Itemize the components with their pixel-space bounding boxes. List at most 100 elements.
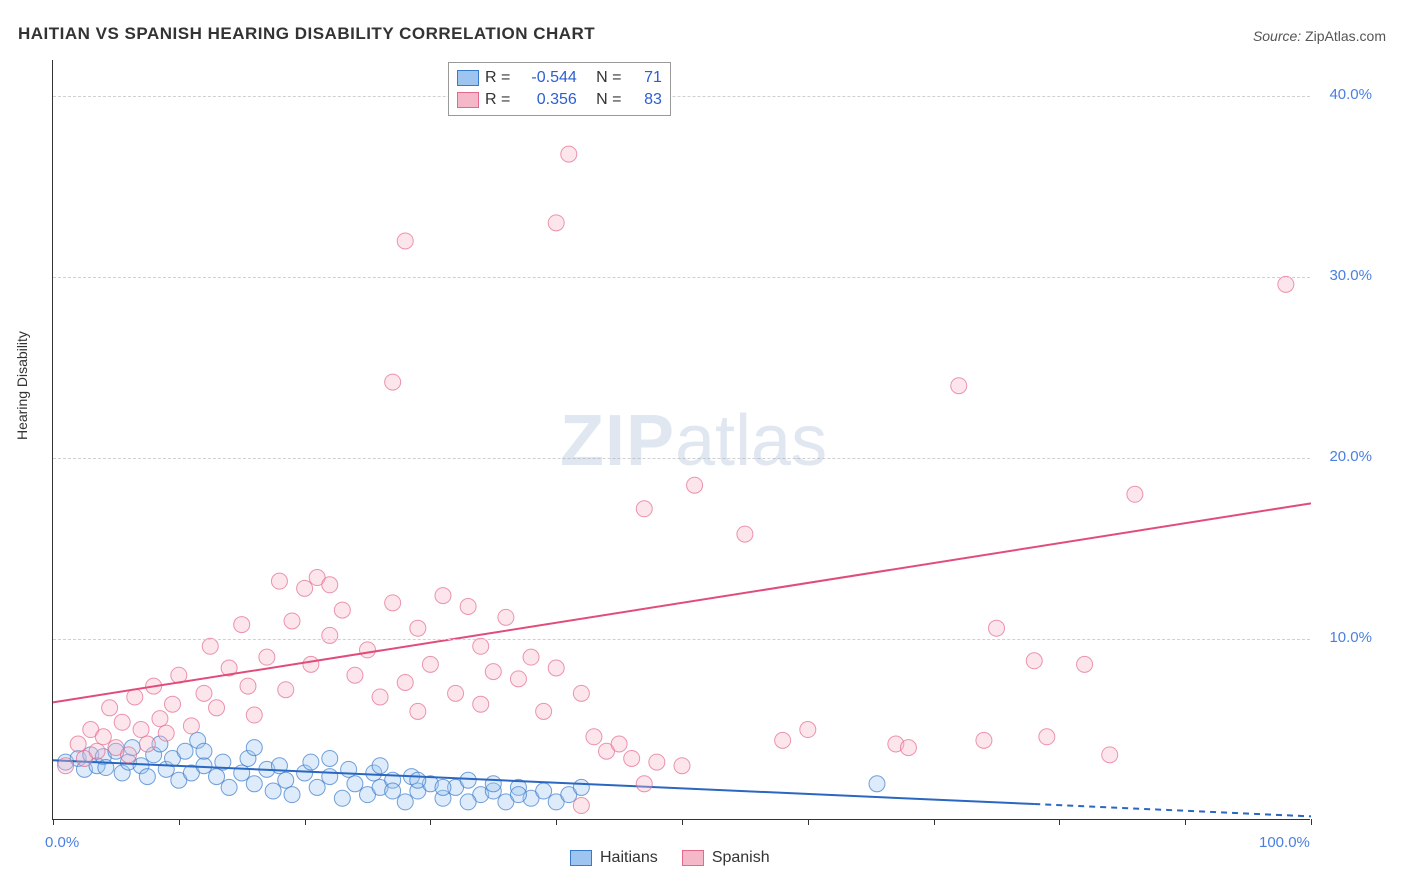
gridline <box>53 96 1310 97</box>
data-point <box>410 703 426 719</box>
r-label: R = <box>485 91 515 109</box>
data-point <box>303 754 319 770</box>
data-point <box>869 776 885 792</box>
data-point <box>372 689 388 705</box>
data-point <box>460 598 476 614</box>
data-point <box>586 729 602 745</box>
source-name: ZipAtlas.com <box>1305 28 1386 44</box>
data-point <box>278 772 294 788</box>
legend-swatch <box>682 850 704 866</box>
data-point <box>322 769 338 785</box>
data-point <box>246 740 262 756</box>
y-tick-label: 40.0% <box>1329 86 1372 103</box>
data-point <box>196 743 212 759</box>
data-point <box>372 758 388 774</box>
legend-item: Haitians <box>570 849 658 867</box>
data-point <box>114 714 130 730</box>
data-point <box>385 595 401 611</box>
data-point <box>649 754 665 770</box>
legend-swatch <box>457 92 479 108</box>
gridline <box>53 458 1310 459</box>
plot-area: 10.0%20.0%30.0%40.0%0.0%100.0% <box>52 60 1310 820</box>
data-point <box>58 758 74 774</box>
data-point <box>120 747 136 763</box>
data-point <box>322 750 338 766</box>
data-point <box>1026 653 1042 669</box>
data-point <box>1077 656 1093 672</box>
data-point <box>102 700 118 716</box>
y-tick-label: 10.0% <box>1329 629 1372 646</box>
legend-stat-row: R = -0.544 N = 71 <box>457 67 662 89</box>
data-point <box>385 783 401 799</box>
data-point <box>548 215 564 231</box>
y-tick-label: 30.0% <box>1329 267 1372 284</box>
data-point <box>334 602 350 618</box>
data-point <box>70 736 86 752</box>
data-point <box>611 736 627 752</box>
x-tick <box>53 819 54 825</box>
data-point <box>284 613 300 629</box>
x-tick <box>556 819 557 825</box>
n-label: N = <box>583 91 626 109</box>
data-point <box>347 776 363 792</box>
x-tick <box>1059 819 1060 825</box>
data-point <box>573 685 589 701</box>
legend-stat-row: R = 0.356 N = 83 <box>457 89 662 111</box>
data-point <box>139 769 155 785</box>
data-point <box>951 378 967 394</box>
data-point <box>246 776 262 792</box>
data-point <box>573 779 589 795</box>
data-point <box>737 526 753 542</box>
data-point <box>209 700 225 716</box>
legend-label: Spanish <box>712 849 770 867</box>
data-point <box>341 761 357 777</box>
data-point <box>624 750 640 766</box>
data-point <box>209 769 225 785</box>
chart-title: HAITIAN VS SPANISH HEARING DISABILITY CO… <box>18 24 595 44</box>
data-point <box>385 374 401 390</box>
data-point <box>322 577 338 593</box>
data-point <box>397 233 413 249</box>
n-value: 83 <box>632 91 662 109</box>
data-point <box>183 718 199 734</box>
data-point <box>435 779 451 795</box>
data-point <box>234 765 250 781</box>
data-point <box>221 779 237 795</box>
data-point <box>259 649 275 665</box>
chart-svg <box>53 60 1310 819</box>
data-point <box>309 779 325 795</box>
legend-item: Spanish <box>682 849 770 867</box>
data-point <box>460 772 476 788</box>
x-tick <box>934 819 935 825</box>
data-point <box>548 660 564 676</box>
data-point <box>322 627 338 643</box>
data-point <box>485 776 501 792</box>
legend-stats: R = -0.544 N = 71R = 0.356 N = 83 <box>448 62 671 116</box>
legend-label: Haitians <box>600 849 658 867</box>
data-point <box>196 758 212 774</box>
n-value: 71 <box>632 69 662 87</box>
data-point <box>284 787 300 803</box>
data-point <box>636 776 652 792</box>
data-point <box>1127 486 1143 502</box>
data-point <box>410 620 426 636</box>
y-tick-label: 20.0% <box>1329 448 1372 465</box>
x-tick <box>430 819 431 825</box>
data-point <box>127 689 143 705</box>
data-point <box>485 664 501 680</box>
x-tick <box>1185 819 1186 825</box>
x-tick <box>305 819 306 825</box>
data-point <box>234 617 250 633</box>
data-point <box>1102 747 1118 763</box>
data-point <box>976 732 992 748</box>
data-point <box>900 740 916 756</box>
data-point <box>498 609 514 625</box>
r-label: R = <box>485 69 515 87</box>
data-point <box>410 772 426 788</box>
trend-line <box>53 503 1311 702</box>
data-point <box>158 725 174 741</box>
data-point <box>297 580 313 596</box>
data-point <box>202 638 218 654</box>
x-tick <box>179 819 180 825</box>
data-point <box>1278 276 1294 292</box>
